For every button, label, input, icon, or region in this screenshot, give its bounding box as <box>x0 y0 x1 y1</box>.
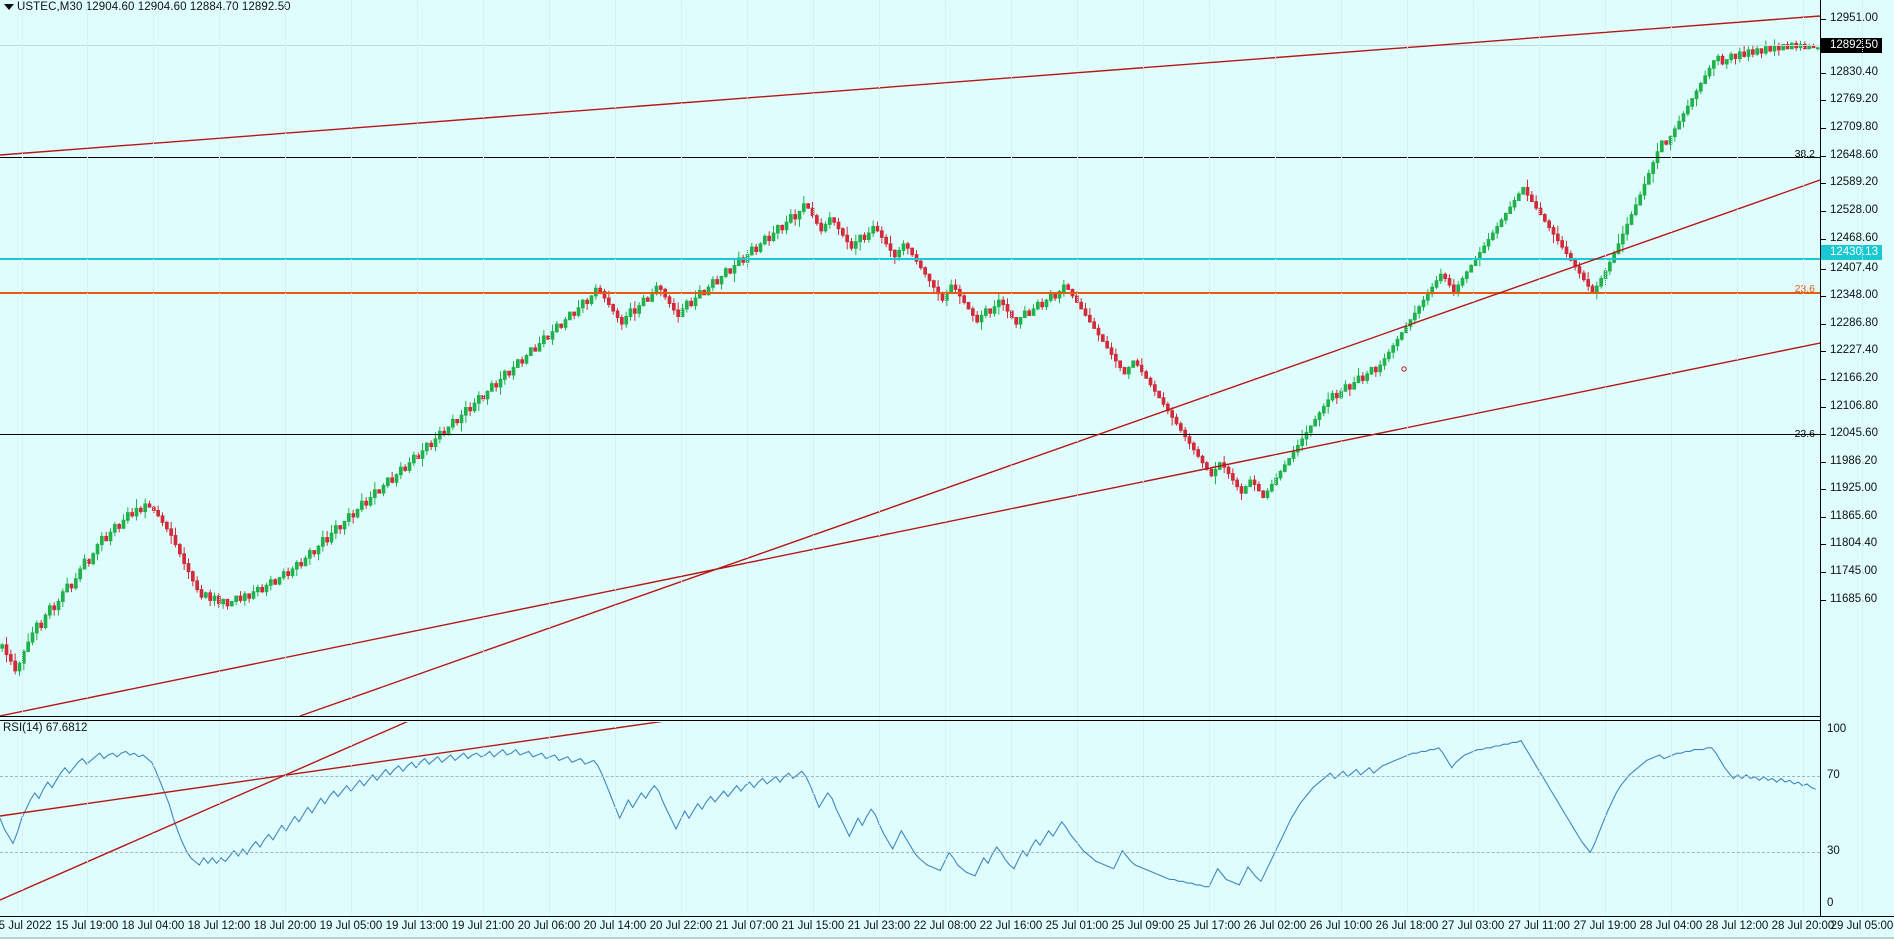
trendlines-layer <box>0 0 1820 718</box>
time-gridline <box>1803 0 1804 916</box>
rising-support-trendline <box>300 180 1820 716</box>
time-tick: 25 Jul 09:00 <box>1112 920 1175 932</box>
price-chart-panel[interactable] <box>0 0 1820 718</box>
time-tick: 25 Jul 17:00 <box>1178 920 1241 932</box>
pivot-price-tag: 12430.13 <box>1821 245 1882 260</box>
time-gridline <box>1539 0 1540 916</box>
time-gridline <box>747 0 748 916</box>
time-gridline <box>549 0 550 916</box>
time-gridline <box>615 0 616 916</box>
fib-level-label: 38.2 <box>1781 148 1815 160</box>
lower-rising-trendline-ext <box>0 722 420 900</box>
time-tick: 20 Jul 06:00 <box>518 920 581 932</box>
time-axis[interactable]: 15 Jul 202215 Jul 19:0018 Jul 04:0018 Ju… <box>0 916 1894 939</box>
trendline-anchor-point <box>1402 367 1406 371</box>
time-gridline <box>22 0 23 916</box>
time-gridline <box>351 0 352 916</box>
time-tick: 28 Jul 12:00 <box>1706 920 1769 932</box>
time-gridline <box>285 0 286 916</box>
time-gridline <box>1275 0 1276 916</box>
time-gridline <box>1407 0 1408 916</box>
time-gridline <box>1209 0 1210 916</box>
time-gridline <box>681 0 682 916</box>
time-gridline <box>1077 0 1078 916</box>
time-gridline <box>1011 0 1012 916</box>
time-tick: 20 Jul 22:00 <box>650 920 713 932</box>
trendlines-lower-layer <box>0 722 1820 916</box>
time-tick: 28 Jul 20:00 <box>1772 920 1835 932</box>
time-tick: 18 Jul 04:00 <box>122 920 185 932</box>
time-gridline <box>483 0 484 916</box>
time-tick: 29 Jul 05:00 <box>1831 920 1894 932</box>
time-gridline <box>417 0 418 916</box>
price-axis[interactable]: 12951.0012830.4012769.2012709.8012648.60… <box>1820 0 1894 916</box>
chart-window: USTEC,M30 12904.60 12904.60 12884.70 128… <box>0 0 1894 938</box>
time-gridline <box>87 0 88 916</box>
time-tick: 20 Jul 14:00 <box>584 920 647 932</box>
current-price-tag: 12892.50 <box>1821 38 1882 53</box>
time-tick: 27 Jul 19:00 <box>1574 920 1637 932</box>
time-gridline <box>219 0 220 916</box>
time-tick: 21 Jul 23:00 <box>848 920 911 932</box>
time-gridline <box>879 0 880 916</box>
time-gridline <box>1862 0 1863 916</box>
rsi-indicator-label: RSI(14) 67.6812 <box>3 722 87 734</box>
time-gridline <box>153 0 154 916</box>
time-tick: 22 Jul 08:00 <box>914 920 977 932</box>
upper-resistance-trendline <box>0 16 1820 155</box>
time-tick: 18 Jul 12:00 <box>188 920 251 932</box>
time-gridline <box>1341 0 1342 916</box>
time-gridline <box>1143 0 1144 916</box>
rsi-chart-panel[interactable] <box>0 722 1820 916</box>
time-tick: 19 Jul 21:00 <box>452 920 515 932</box>
time-tick: 27 Jul 03:00 <box>1442 920 1505 932</box>
time-tick: 26 Jul 18:00 <box>1376 920 1439 932</box>
time-tick: 15 Jul 19:00 <box>56 920 119 932</box>
time-tick: 19 Jul 05:00 <box>320 920 383 932</box>
fib-level-label: 23.6 <box>1781 428 1815 440</box>
time-tick: 19 Jul 13:00 <box>386 920 449 932</box>
time-gridline <box>1671 0 1672 916</box>
time-gridline <box>813 0 814 916</box>
time-gridline <box>1605 0 1606 916</box>
panel-divider <box>0 716 1820 717</box>
time-tick: 21 Jul 15:00 <box>782 920 845 932</box>
time-gridline <box>1473 0 1474 916</box>
rising-support-trendline-ext <box>0 722 700 816</box>
time-tick: 25 Jul 01:00 <box>1046 920 1109 932</box>
time-tick: 27 Jul 11:00 <box>1508 920 1570 932</box>
fib-level-label: 23.6 <box>1781 283 1815 295</box>
time-tick: 15 Jul 2022 <box>0 920 52 932</box>
time-gridline <box>945 0 946 916</box>
lower-rising-trendline <box>0 343 1820 716</box>
time-tick: 26 Jul 10:00 <box>1310 920 1373 932</box>
time-gridline <box>1737 0 1738 916</box>
time-tick: 22 Jul 16:00 <box>980 920 1043 932</box>
time-tick: 18 Jul 20:00 <box>254 920 317 932</box>
time-tick: 21 Jul 07:00 <box>716 920 779 932</box>
time-tick: 26 Jul 02:00 <box>1244 920 1307 932</box>
time-tick: 28 Jul 04:00 <box>1640 920 1703 932</box>
